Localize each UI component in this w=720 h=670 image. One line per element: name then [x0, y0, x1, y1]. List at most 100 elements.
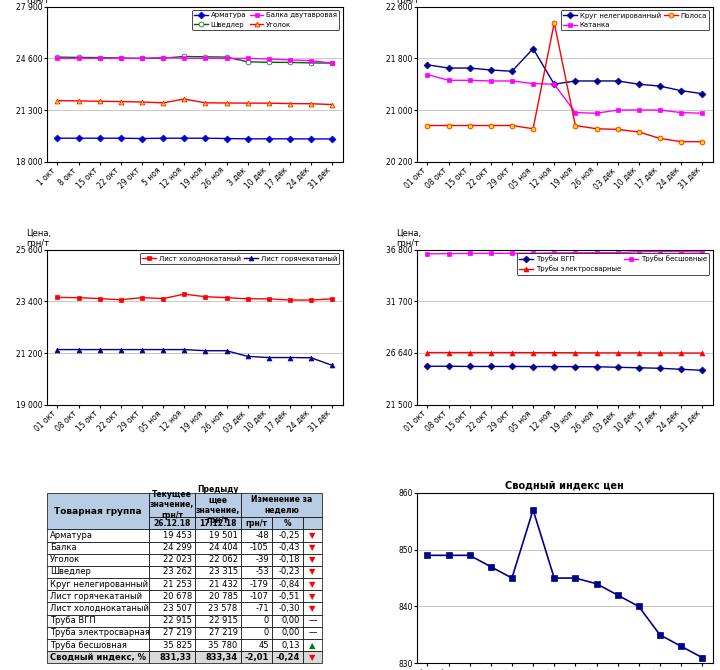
Bar	[240, 651, 271, 663]
Лист холоднокатаный	[95, 295, 104, 303]
Катанка	[528, 80, 537, 88]
Bar	[47, 590, 149, 602]
Трубы электросварные	[656, 349, 665, 357]
Bar	[47, 578, 149, 590]
Text: 23 578: 23 578	[209, 604, 238, 613]
Text: Труба электросварная: Труба электросварная	[50, 628, 150, 637]
Катанка	[423, 70, 432, 78]
Text: ▼: ▼	[309, 604, 315, 613]
Балка двутавровая	[286, 56, 294, 64]
Шведлер	[53, 53, 62, 61]
Трубы электросварные	[613, 349, 622, 357]
Text: -0,84: -0,84	[279, 580, 300, 589]
Bar	[240, 578, 271, 590]
Bar	[47, 529, 149, 541]
Legend: Арматура, Шведлер, Балка двутавровая, Уголок: Арматура, Шведлер, Балка двутавровая, Уг…	[192, 10, 339, 29]
Лист холоднокатаный	[328, 295, 336, 303]
Трубы бесшовные	[444, 250, 453, 258]
Трубы электросварные	[592, 349, 600, 357]
Text: -71: -71	[255, 604, 269, 613]
Трубы ВГП	[571, 362, 580, 371]
Text: 831,33: 831,33	[160, 653, 192, 662]
Bar	[149, 639, 195, 651]
Полоса	[444, 121, 453, 129]
Text: Цена,
грн/т: Цена, грн/т	[26, 229, 51, 248]
Арматура	[117, 134, 125, 142]
Трубы ВГП	[487, 362, 495, 371]
Bar	[271, 626, 303, 639]
Полоса	[634, 128, 643, 136]
Полоса	[613, 125, 622, 133]
Line: Полоса: Полоса	[425, 20, 705, 144]
Text: —: —	[308, 616, 317, 625]
Bar	[240, 566, 271, 578]
Катанка	[613, 106, 622, 114]
Лист холоднокатаный	[264, 295, 273, 303]
Text: Текущее
значение,
грн/т: Текущее значение, грн/т	[150, 490, 194, 520]
Полоса	[465, 121, 474, 129]
Bar	[47, 553, 149, 566]
Арматура	[286, 135, 294, 143]
Bar	[195, 590, 240, 602]
Bar	[303, 590, 322, 602]
Bar	[240, 639, 271, 651]
Bar	[303, 517, 322, 529]
Катанка	[634, 106, 643, 114]
Арматура	[264, 135, 273, 143]
Text: ▼: ▼	[309, 543, 315, 552]
Bar	[195, 553, 240, 566]
Text: Сводный индекс, %: Сводный индекс, %	[50, 653, 145, 662]
Лист горячекатаный	[307, 354, 315, 362]
Bar	[195, 529, 240, 541]
Полоса	[677, 137, 685, 145]
Text: ▼: ▼	[309, 653, 315, 662]
Лист холоднокатаный	[159, 295, 168, 303]
Bar	[303, 651, 322, 663]
Text: 0,00: 0,00	[282, 616, 300, 625]
Полоса	[528, 125, 537, 133]
Bar	[240, 602, 271, 614]
Text: 23 262: 23 262	[163, 567, 192, 576]
Text: -53: -53	[255, 567, 269, 576]
Балка двутавровая	[117, 54, 125, 62]
Bar	[271, 602, 303, 614]
Bar	[271, 651, 303, 663]
Трубы бесшовные	[677, 248, 685, 256]
Text: Лист холоднокатаный: Лист холоднокатаный	[50, 604, 148, 613]
Text: Круг нелегированный: Круг нелегированный	[50, 580, 148, 589]
Bar	[271, 553, 303, 566]
Bar	[195, 626, 240, 639]
Полоса	[508, 121, 516, 129]
Bar	[149, 626, 195, 639]
Круг нелегированный	[656, 82, 665, 90]
Text: -105: -105	[250, 543, 269, 552]
Балка двутавровая	[201, 54, 210, 62]
Шведлер	[159, 54, 168, 62]
Text: 23 507: 23 507	[163, 604, 192, 613]
Круг нелегированный	[698, 90, 706, 98]
Катанка	[487, 77, 495, 85]
Балка двутавровая	[138, 54, 146, 62]
Полоса	[571, 121, 580, 129]
Text: 26.12.18: 26.12.18	[153, 519, 191, 528]
Трубы бесшовные	[508, 249, 516, 257]
Уголок	[328, 100, 336, 109]
Арматура	[243, 135, 252, 143]
Text: -39: -39	[255, 555, 269, 564]
Круг нелегированный	[487, 66, 495, 74]
Text: 27 219: 27 219	[209, 628, 238, 637]
Line: Арматура: Арматура	[55, 136, 335, 141]
Text: 0,00: 0,00	[282, 628, 300, 637]
Text: -0,43: -0,43	[279, 543, 300, 552]
Трубы ВГП	[528, 362, 537, 371]
Text: 23 315: 23 315	[209, 567, 238, 576]
Text: Арматура: Арматура	[50, 531, 93, 540]
Bar	[195, 651, 240, 663]
Балка двутавровая	[222, 54, 231, 62]
Круг нелегированный	[592, 77, 600, 85]
Text: 19 501: 19 501	[209, 531, 238, 540]
Text: 0,13: 0,13	[282, 641, 300, 649]
Bar	[195, 566, 240, 578]
Bar	[195, 517, 240, 529]
Круг нелегированный	[613, 77, 622, 85]
